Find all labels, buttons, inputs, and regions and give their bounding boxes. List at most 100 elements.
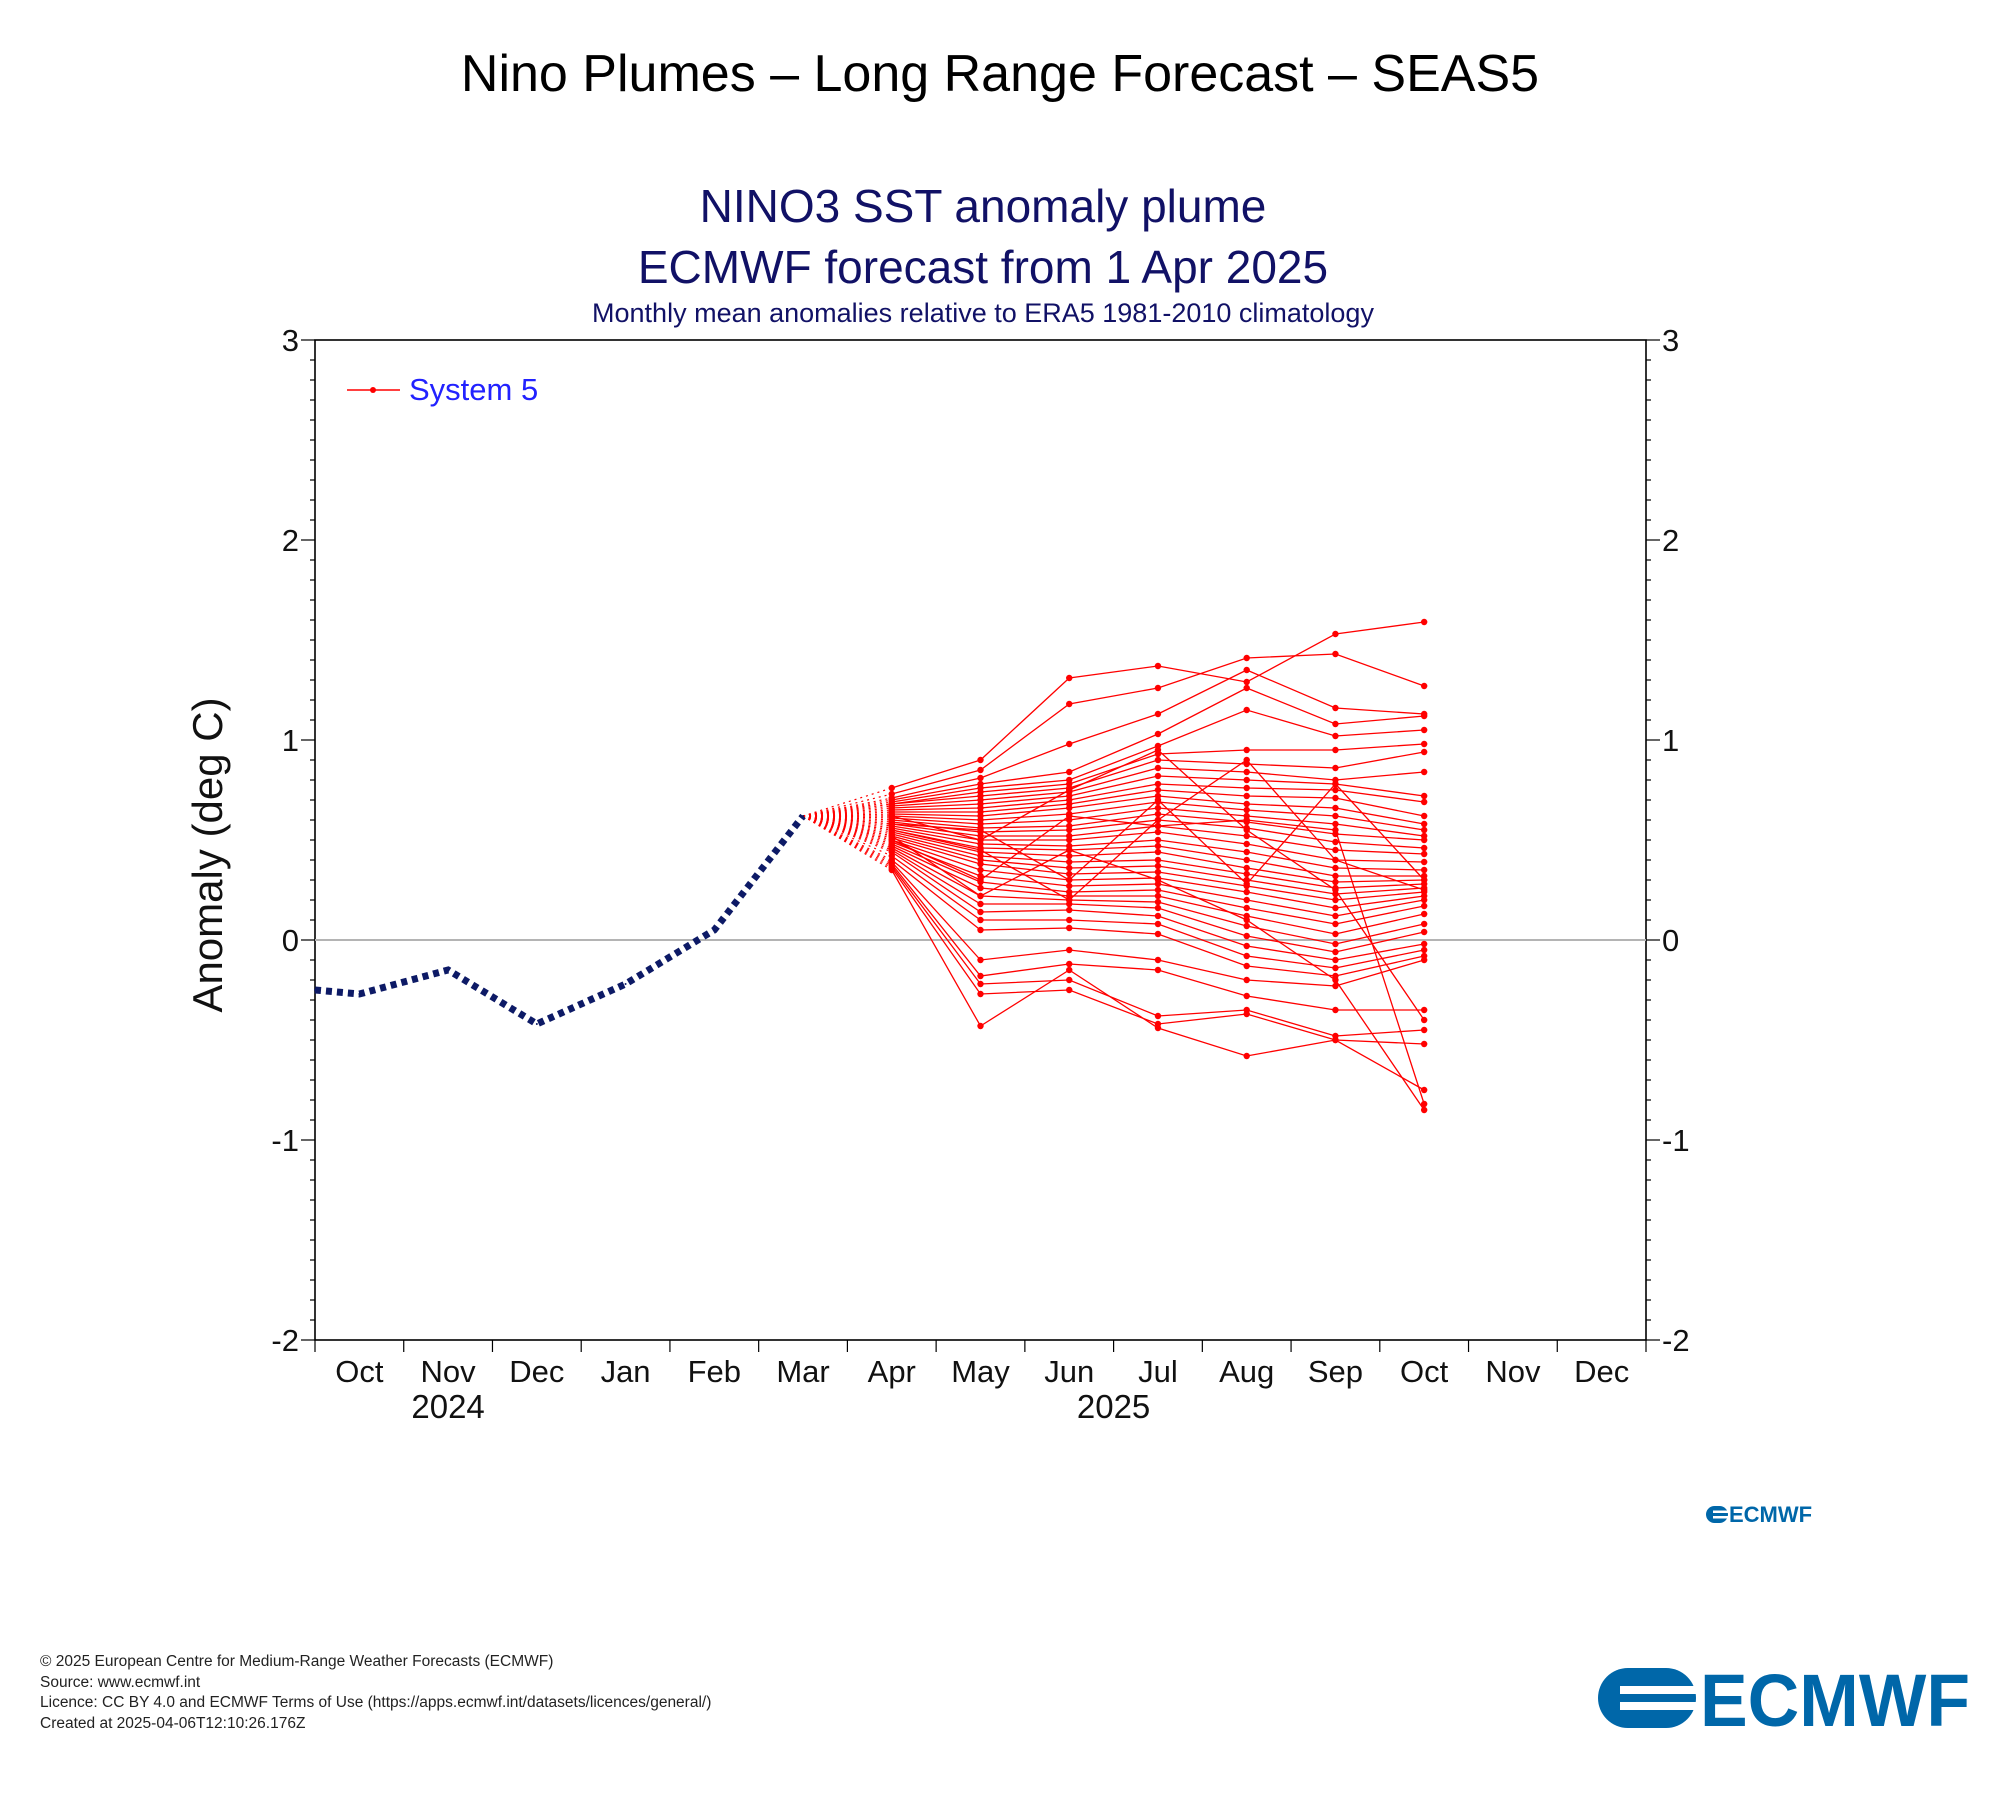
forecast-point (1243, 856, 1250, 864)
forecast-point (1243, 784, 1250, 792)
forecast-point (1066, 740, 1073, 748)
forecast-point (1420, 740, 1428, 748)
ecmwf-logo: ECMWF (1598, 1662, 1970, 1742)
x-tick-label: Dec (509, 1354, 564, 1389)
forecast-point (1066, 870, 1073, 878)
forecast-member (802, 815, 1428, 1114)
forecast-point (1332, 704, 1339, 712)
small-ecmwf-logo: ECMWF (1706, 1502, 1812, 1527)
forecast-point (1420, 1040, 1428, 1048)
forecast-connector (802, 815, 893, 861)
forecast-point (1243, 848, 1250, 856)
forecast-point (977, 860, 984, 868)
forecast-point (977, 846, 984, 854)
forecast-point (888, 820, 895, 828)
forecast-point (1332, 746, 1339, 754)
observed-point (314, 989, 316, 991)
logo-text: ECMWF (1700, 1662, 1970, 1742)
forecast-point (1243, 654, 1250, 662)
forecast-point (1243, 832, 1250, 840)
forecast-point (1154, 710, 1162, 718)
forecast-point (1154, 898, 1162, 906)
forecast-member (802, 815, 1428, 920)
forecast-point (977, 774, 984, 782)
forecast-point (1420, 858, 1428, 866)
forecast-point (1243, 870, 1250, 878)
forecast-point (977, 980, 984, 988)
forecast-connector (803, 815, 892, 819)
forecast-point (1243, 706, 1250, 714)
y-tick-label-right: -2 (1662, 1323, 1690, 1358)
forecast-point (1332, 982, 1339, 990)
forecast-point (1154, 662, 1162, 670)
forecast-connector (802, 787, 892, 817)
forecast-point (1154, 876, 1162, 884)
forecast-point (1420, 682, 1428, 690)
forecast-point (1420, 812, 1428, 820)
forecast-point (1420, 946, 1428, 954)
legend-label: System 5 (409, 372, 538, 407)
forecast-connector (802, 815, 892, 847)
forecast-connector (802, 815, 893, 867)
x-tick-label: Mar (776, 1354, 829, 1389)
forecast-point (1066, 700, 1073, 708)
forecast-point (888, 812, 895, 820)
forecast-point (1154, 746, 1162, 754)
forecast-point (1332, 812, 1339, 820)
forecast-point (1154, 822, 1162, 830)
forecast-point (1243, 922, 1250, 930)
forecast-point (1066, 864, 1073, 872)
y-tick-label-right: 2 (1662, 523, 1679, 558)
forecast-point (977, 826, 984, 834)
forecast-point (1243, 896, 1250, 904)
forecast-member (802, 815, 1428, 938)
forecast-point (1243, 776, 1250, 784)
observed-point (447, 969, 450, 971)
observed-point (802, 815, 805, 817)
y-tick-label-left: 2 (282, 523, 299, 558)
forecast-point (977, 908, 984, 916)
y-tick-label-left: -1 (271, 1123, 299, 1158)
logo-symbol (1598, 1668, 1696, 1728)
forecast-point (1243, 678, 1250, 686)
x-tick-label: Apr (868, 1354, 916, 1389)
axes: -2 -2 -1 -1 0 0 1 1 2 2 3 3 Oct Nov Dec Jan Feb Mar Apr May… (271, 323, 1689, 1425)
forecast-point (977, 766, 984, 774)
forecast-member (803, 746, 1428, 1024)
forecast-point (1420, 902, 1428, 910)
forecast-point (1420, 920, 1428, 928)
x-year-label: 2024 (411, 1388, 484, 1425)
forecast-point (1420, 1006, 1428, 1014)
forecast-member (802, 815, 1428, 964)
x-tick-label: Jan (601, 1354, 651, 1389)
forecast-point (1154, 772, 1162, 780)
forecast-point (1066, 876, 1073, 884)
x-tick-label: Jul (1138, 1354, 1178, 1389)
forecast-point (1332, 940, 1339, 948)
forecast-point (1243, 756, 1250, 764)
forecast-point (1066, 986, 1073, 994)
forecast-plume (802, 618, 1428, 1114)
forecast-point (1066, 976, 1073, 984)
forecast-connector (802, 815, 892, 831)
x-tick-label: Sep (1308, 1354, 1363, 1389)
forecast-point (1420, 798, 1428, 806)
forecast-member (802, 815, 1428, 1014)
forecast-point (977, 972, 984, 980)
x-tick-label: Jun (1044, 1354, 1094, 1389)
forecast-point (1332, 872, 1339, 880)
forecast-point (1154, 816, 1162, 824)
forecast-point (977, 1022, 984, 1030)
forecast-member (803, 792, 1428, 828)
forecast-point (1332, 886, 1339, 894)
small-logo-text: ECMWF (1729, 1502, 1812, 1527)
forecast-point (1066, 846, 1073, 854)
forecast-point (1332, 794, 1339, 802)
forecast-point (1243, 916, 1250, 924)
forecast-point (1154, 756, 1162, 764)
forecast-point (1243, 840, 1250, 848)
forecast-point (1332, 846, 1339, 854)
forecast-point (1420, 712, 1428, 720)
forecast-point (1154, 1024, 1162, 1032)
